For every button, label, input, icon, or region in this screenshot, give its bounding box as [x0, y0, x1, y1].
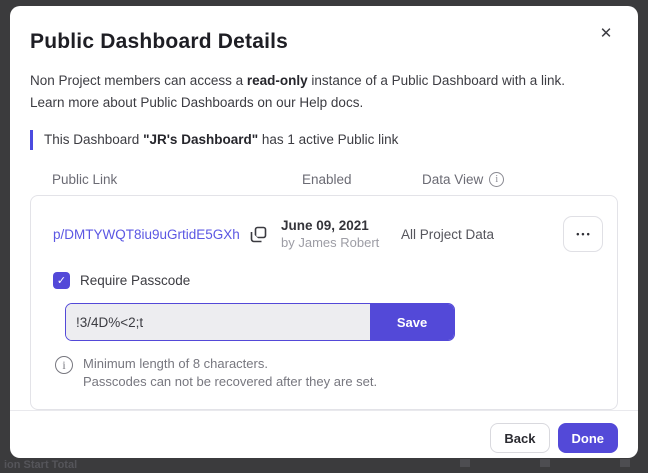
note-line1: Minimum length of 8 characters. — [83, 356, 268, 371]
note-line2: Passcodes can not be recovered after the… — [83, 374, 378, 389]
public-link-url[interactable]: p/DMTYWQT8iu9uGrtidE5GXh — [53, 226, 240, 242]
require-passcode-label: Require Passcode — [80, 273, 191, 288]
description-text: Non Project members can access a — [30, 73, 247, 88]
passcode-note: i Minimum length of 8 characters. Passco… — [55, 355, 603, 391]
column-header-public-link: Public Link — [52, 172, 118, 187]
copy-icon[interactable] — [250, 226, 267, 243]
data-view-cell: All Project Data — [401, 226, 495, 242]
table-row: p/DMTYWQT8iu9uGrtidE5GXh June 09, 2021 b… — [53, 208, 603, 262]
info-icon[interactable]: i — [489, 172, 505, 187]
public-link-card: p/DMTYWQT8iu9uGrtidE5GXh June 09, 2021 b… — [30, 195, 618, 410]
public-link-cell: p/DMTYWQT8iu9uGrtidE5GXh — [53, 226, 281, 243]
back-button[interactable]: Back — [490, 423, 550, 453]
passcode-note-text: Minimum length of 8 characters. Passcode… — [83, 355, 377, 391]
legend-swatch — [460, 459, 470, 467]
dimmed-background-content: ion Start Total — [0, 459, 648, 473]
callout-text: This Dashboard — [44, 132, 144, 147]
callout-dashboard-name: "JR's Dashboard" — [143, 132, 259, 147]
column-header-data-view: Data View i — [422, 172, 570, 187]
column-header-data-view-label: Data View — [422, 172, 484, 187]
legend-swatch — [620, 459, 630, 467]
ellipsis-icon: ••• — [576, 229, 592, 239]
info-icon: i — [55, 356, 73, 374]
description-line2: Learn more about Public Dashboards on ou… — [30, 95, 364, 110]
require-passcode-row: ✓ Require Passcode — [53, 272, 603, 289]
description-bold-read-only: read-only — [246, 73, 308, 88]
enabled-cell: June 09, 2021 by James Robert — [281, 218, 401, 250]
save-button[interactable]: Save — [370, 304, 454, 340]
table-header-row: Public Link Enabled Data View i — [30, 172, 618, 187]
active-link-callout: This Dashboard "JR's Dashboard" has 1 ac… — [30, 130, 618, 150]
enabled-date: June 09, 2021 — [281, 218, 369, 233]
enabled-by: by James Robert — [281, 235, 380, 250]
description-text: instance of a Public Dashboard with a li… — [307, 73, 565, 88]
background-text-fragment: ion Start Total — [4, 459, 78, 471]
modal-title: Public Dashboard Details — [30, 30, 289, 53]
require-passcode-checkbox[interactable]: ✓ — [53, 272, 70, 289]
more-options-button[interactable]: ••• — [563, 216, 603, 252]
modal-footer: Back Done — [10, 410, 638, 458]
passcode-input-group: Save — [65, 303, 455, 341]
modal-description: Non Project members can access a read-on… — [30, 70, 618, 114]
legend-swatch — [540, 459, 550, 467]
callout-text: has 1 active Public link — [258, 132, 399, 147]
background-legend — [460, 459, 644, 467]
public-dashboard-details-modal: ✕ Public Dashboard Details Non Project m… — [10, 6, 638, 458]
close-icon[interactable]: ✕ — [599, 25, 613, 42]
done-button[interactable]: Done — [557, 423, 618, 453]
passcode-input[interactable] — [66, 304, 370, 340]
column-header-enabled: Enabled — [302, 172, 352, 187]
